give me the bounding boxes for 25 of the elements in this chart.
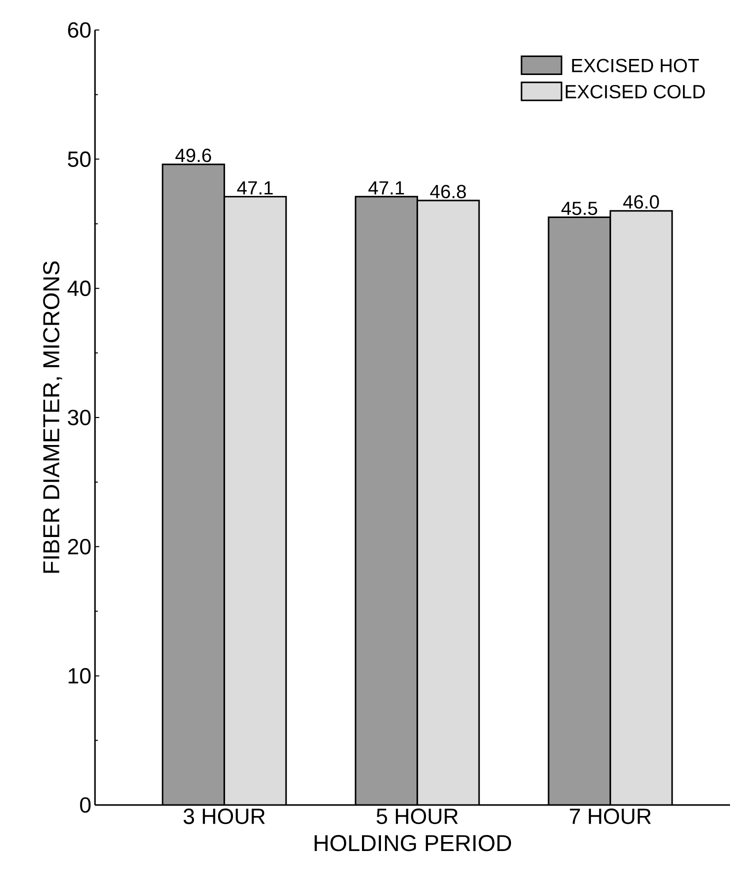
data-label: 45.5: [561, 202, 598, 216]
x-tick-label: 5 HOUR: [376, 808, 458, 824]
bar: [162, 164, 224, 805]
legend-label: EXCISED HOT: [572, 58, 699, 72]
bar: [224, 196, 286, 805]
data-label: 46.8: [430, 184, 466, 198]
x-tick-label: 3 HOUR: [184, 808, 265, 824]
y-axis-title: FIBER DIAMETER, MICRONS: [43, 261, 62, 573]
bar: [356, 196, 418, 805]
bar: [610, 210, 673, 805]
x-axis-title: HOLDING PERIOD: [314, 834, 512, 852]
data-label: 47.1: [368, 181, 404, 194]
legend-label: EXCISED COLD: [566, 84, 705, 98]
data-label: 49.6: [175, 148, 212, 162]
data-label: 46.0: [623, 195, 659, 209]
y-tick-label: 0: [80, 797, 91, 813]
x-tick-label: 7 HOUR: [570, 808, 651, 824]
y-tick-label: 30: [68, 410, 91, 426]
y-tick-label: 50: [68, 151, 91, 167]
y-tick-label: 60: [68, 22, 91, 38]
y-tick-label: 10: [68, 668, 91, 684]
y-tick-label: 40: [67, 280, 91, 296]
bar: [417, 200, 480, 805]
data-label: 47.1: [237, 181, 273, 194]
y-tick-label: 20: [68, 538, 91, 554]
